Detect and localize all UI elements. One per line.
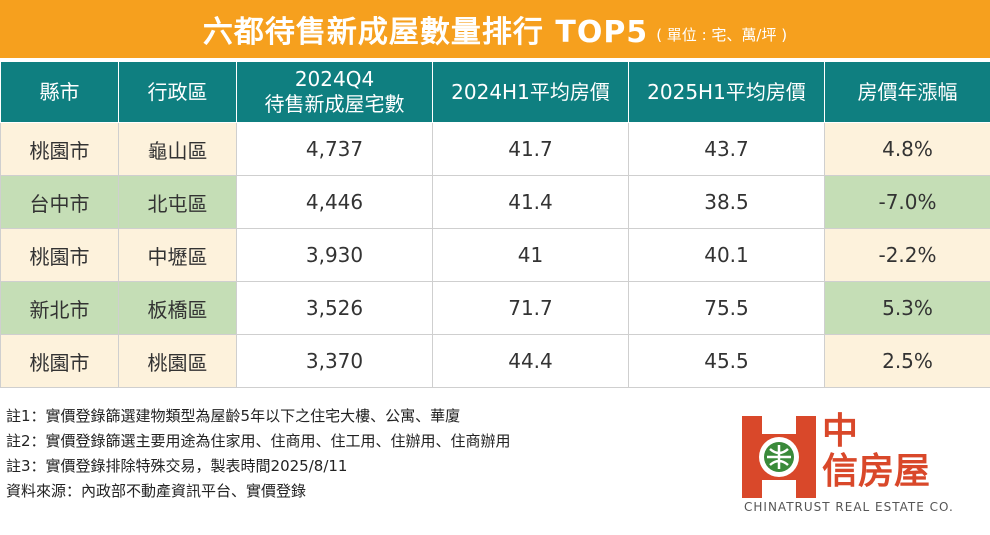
cell-change: 4.8% <box>824 122 990 176</box>
header-price-2024h1: 2024H1平均房價 <box>432 61 629 123</box>
cell-district: 龜山區 <box>118 122 237 176</box>
cell-price-2025h1: 40.1 <box>628 228 825 282</box>
table-row: 桃園市 中壢區 3,930 41 40.1 -2.2% <box>0 228 990 282</box>
cell-units: 4,737 <box>236 122 433 176</box>
table-row: 桃園市 桃園區 3,370 44.4 45.5 2.5% <box>0 334 990 388</box>
logo-english-name: CHINATRUST REAL ESTATE CO. <box>744 500 954 514</box>
note-3: 註3：實價登錄排除特殊交易，製表時間2025/8/11 <box>6 457 348 475</box>
cell-units: 4,446 <box>236 175 433 229</box>
cell-county: 桃園市 <box>0 334 119 388</box>
table-row: 新北市 板橋區 3,526 71.7 75.5 5.3% <box>0 281 990 335</box>
data-source: 資料來源：內政部不動產資訊平台、實價登錄 <box>6 482 307 500</box>
header-units-line2: 待售新成屋宅數 <box>264 92 405 116</box>
cell-price-2025h1: 38.5 <box>628 175 825 229</box>
cell-price-2025h1: 43.7 <box>628 122 825 176</box>
table-row: 台中市 北屯區 4,446 41.4 38.5 -7.0% <box>0 175 990 229</box>
table-row: 桃園市 龜山區 4,737 41.7 43.7 4.8% <box>0 122 990 176</box>
footnotes: 註1：實價登錄篩選建物類型為屋齡5年以下之住宅大樓、公寓、華廈 註2：實價登錄篩… <box>6 404 726 504</box>
cell-county: 新北市 <box>0 281 119 335</box>
header-price-2025h1: 2025H1平均房價 <box>628 61 825 123</box>
cell-change: 2.5% <box>824 334 990 388</box>
page-title: 六都待售新成屋數量排行 TOP5 <box>202 15 649 50</box>
cell-units: 3,930 <box>236 228 433 282</box>
logo-chinese-name: 中 信房屋 <box>822 412 930 492</box>
ranking-table: 縣市 行政區 2024Q4 待售新成屋宅數 2024H1平均房價 2025H1平… <box>0 61 990 388</box>
cell-price-2025h1: 45.5 <box>628 334 825 388</box>
cell-county: 桃園市 <box>0 122 119 176</box>
cell-price-2024h1: 41 <box>432 228 629 282</box>
chinatrust-logo-icon <box>742 416 816 498</box>
header-change: 房價年漲幅 <box>824 61 990 123</box>
cell-price-2024h1: 41.7 <box>432 122 629 176</box>
cell-county: 台中市 <box>0 175 119 229</box>
header-units-line1: 2024Q4 <box>294 67 375 91</box>
table-header-row: 縣市 行政區 2024Q4 待售新成屋宅數 2024H1平均房價 2025H1平… <box>0 61 990 123</box>
cell-district: 中壢區 <box>118 228 237 282</box>
cell-price-2024h1: 71.7 <box>432 281 629 335</box>
cell-price-2024h1: 41.4 <box>432 175 629 229</box>
header-district: 行政區 <box>118 61 237 123</box>
header-units: 2024Q4 待售新成屋宅數 <box>236 61 433 123</box>
cell-units: 3,526 <box>236 281 433 335</box>
logo-name-line1: 中 <box>822 411 859 452</box>
logo-name-line2: 信房屋 <box>822 451 931 492</box>
header-county: 縣市 <box>0 61 119 123</box>
note-1: 註1：實價登錄篩選建物類型為屋齡5年以下之住宅大樓、公寓、華廈 <box>6 407 461 425</box>
cell-district: 北屯區 <box>118 175 237 229</box>
cell-price-2024h1: 44.4 <box>432 334 629 388</box>
cell-change: -2.2% <box>824 228 990 282</box>
cell-change: -7.0% <box>824 175 990 229</box>
cell-district: 板橋區 <box>118 281 237 335</box>
chinatrust-logo: 中 信房屋 CHINATRUST REAL ESTATE CO. <box>742 412 962 514</box>
cell-district: 桃園區 <box>118 334 237 388</box>
title-bar: 六都待售新成屋數量排行 TOP5 ( 單位 : 宅、萬/坪 ) <box>0 0 990 58</box>
cell-county: 桃園市 <box>0 228 119 282</box>
note-2: 註2：實價登錄篩選主要用途為住家用、住商用、住工用、住辦用、住商辦用 <box>6 432 511 450</box>
cell-change: 5.3% <box>824 281 990 335</box>
cell-units: 3,370 <box>236 334 433 388</box>
unit-label: ( 單位 : 宅、萬/坪 ) <box>656 25 788 44</box>
cell-price-2025h1: 75.5 <box>628 281 825 335</box>
